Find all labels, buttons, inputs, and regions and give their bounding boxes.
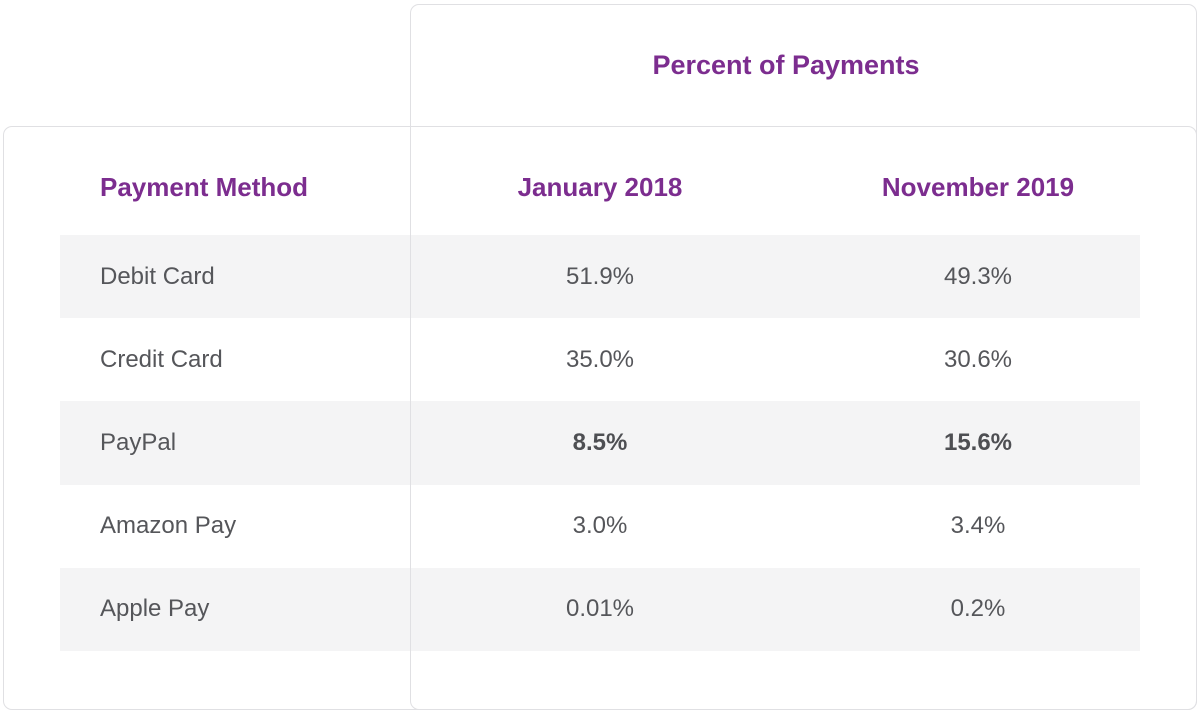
january-2018-value-cell: 3.0% [572,512,628,540]
table-title: Percent of Payments [652,50,920,80]
november-2019-value-cell: 3.4% [950,512,1006,540]
payment-method-cell: Credit Card [100,345,223,373]
november-2019-value-cell: 30.6% [943,345,1013,373]
november-2019-value-cell: 15.6% [943,428,1013,456]
table-row: PayPal 8.5% 15.6% [60,401,1140,485]
january-2018-value-cell: 35.0% [565,345,635,373]
table-rows: Debit Card 51.9% 49.3% Credit Card 35.0%… [60,235,1140,651]
january-2018-value-cell: 51.9% [565,262,635,290]
table-row: Apple Pay 0.01% 0.2% [60,567,1140,651]
payment-method-cell: Amazon Pay [100,512,237,540]
table-row: Credit Card 35.0% 30.6% [60,318,1140,401]
november-2019-value-cell: 0.2% [950,595,1006,623]
november-2019-value-cell: 49.3% [943,262,1013,290]
payment-method-cell: PayPal [100,428,177,456]
january-2018-value-cell: 0.01% [565,595,635,623]
payment-method-cell: Debit Card [100,262,215,290]
column-header-payment-method: Payment Method [100,172,309,202]
column-header-january-2018: January 2018 [517,172,683,202]
payment-method-cell: Apple Pay [100,595,210,623]
column-header-november-2019: November 2019 [881,172,1075,202]
table-row: Amazon Pay 3.0% 3.4% [60,485,1140,568]
january-2018-value-cell: 8.5% [572,428,628,456]
table-row: Debit Card 51.9% 49.3% [60,235,1140,319]
